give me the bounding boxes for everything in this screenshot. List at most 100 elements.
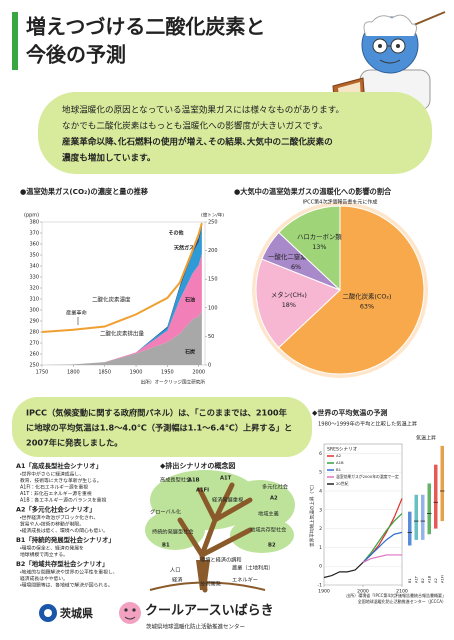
- legend-label: 温室効果ガスが2000年の濃度で一定: [336, 474, 399, 479]
- y2-tick-label: 0: [208, 363, 211, 369]
- diagram-title: ◆排出シナリオの概念図: [160, 461, 235, 470]
- diagram-label: A2: [270, 496, 278, 502]
- y-tick-label: 5: [319, 470, 322, 476]
- slice-value: 6%: [291, 263, 301, 271]
- slice-label: 二酸化炭素(CO₂): [342, 292, 391, 301]
- y2-tick-label: 50: [208, 334, 214, 340]
- y2-tick-label: 100: [208, 305, 218, 311]
- range-label: A2: [434, 578, 438, 583]
- slice-label: メタン(CH₄): [271, 290, 307, 299]
- temperature-line: [362, 554, 402, 563]
- title: 今後の予測: [26, 43, 126, 67]
- scenario-text: A1B：各エネルギー源のバランスを重視: [20, 497, 106, 504]
- chart-subtitle: 1980〜1999年の平均と比較した気温上昇: [318, 420, 417, 428]
- pref-name: 茨城県: [60, 606, 93, 620]
- range-label: A1T: [415, 575, 419, 583]
- slice-value: 18%: [282, 301, 296, 309]
- legend-label: B1: [336, 467, 342, 472]
- x-tick-label: 2100: [396, 589, 408, 595]
- diagram-label: グローバル化: [150, 508, 182, 516]
- legend-label: A1B: [336, 460, 344, 465]
- diagram-label: 経済: [172, 576, 183, 584]
- title-bar: [12, 12, 18, 70]
- series-label: 石油: [184, 297, 195, 304]
- intro-text: 産業革命以降､化石燃料の使用が増え､その結果､大気中の二酸化炭素の: [62, 136, 333, 148]
- x-tick-label: 1800: [67, 370, 80, 376]
- temperature-line: [362, 513, 403, 563]
- source: 出所）環境省「IPCC第4次評価報告書統合報告書概要」: [346, 592, 446, 598]
- diagram-label: A1T: [220, 476, 232, 482]
- diagram-label: A1FI: [196, 488, 209, 494]
- y-tick-label: 6: [319, 451, 322, 457]
- scenario-text: A1T：非化石エネルギー源を重視: [20, 490, 92, 497]
- legend-label: A2: [336, 453, 342, 458]
- y-tick-label: 260: [29, 352, 39, 358]
- x-tick-label: 1950: [161, 370, 174, 376]
- emission-area: [42, 310, 202, 365]
- y-tick-label: 320: [29, 286, 39, 292]
- x-tick-label: 1750: [36, 370, 49, 376]
- slice-value: 13%: [312, 243, 326, 251]
- pref-logo: [39, 604, 57, 622]
- y-tick-label: 360: [29, 242, 39, 248]
- diagram-label: 技術開発: [200, 580, 222, 588]
- diagram-label: 経済発展重視: [212, 496, 244, 504]
- y-tick-label: 270: [29, 341, 39, 347]
- range-bar: [427, 483, 431, 535]
- chart-title: ◆世界の平均気温の予測: [312, 408, 387, 417]
- scenario-title: A2「多元化社会シナリオ」: [16, 505, 96, 514]
- diagram-label: 地域主義: [258, 510, 279, 518]
- y-tick-label: 300: [29, 308, 39, 314]
- slice-label: 一酸化二窒素(N₂O): [268, 252, 324, 261]
- y2-tick-label: 150: [208, 277, 218, 283]
- emission-area: [42, 253, 202, 365]
- diagram-label: 人口: [170, 567, 180, 574]
- scenario-tree: [145, 470, 295, 593]
- x-tick-label: 1900: [130, 370, 143, 376]
- series-label: その他: [168, 230, 183, 237]
- range-bar: [414, 494, 418, 540]
- intro-text: 濃度も増加しています。: [62, 152, 155, 164]
- range-label: B2: [421, 578, 425, 583]
- range-label: A1FI: [441, 575, 445, 583]
- y-tick-label: 4: [319, 489, 322, 495]
- x-tick-label: 2000: [192, 370, 205, 376]
- slice-value: 63%: [360, 303, 374, 311]
- ipcc-text: に地球の平均気温は1.8〜4.0℃（予測幅は1.1〜6.4℃）上昇する」と: [26, 423, 292, 433]
- diagram-label: A1B: [188, 478, 200, 484]
- ipcc-text: 2007年に発表しました。: [26, 438, 122, 448]
- temperature-line: [362, 531, 403, 563]
- y-tick-label: -1: [317, 583, 322, 589]
- scenario-text: ・世界中がさらに経済成長し、: [20, 471, 84, 478]
- pie-slice: [278, 205, 341, 292]
- annotation: 産業革命: [66, 309, 88, 317]
- annotation: 二酸化炭素排出量: [100, 330, 145, 338]
- y-tick-label: 1: [319, 545, 322, 551]
- y-axis-label: 世界平均地上気温の上昇（℃）: [309, 482, 316, 547]
- y-tick-label: 370: [29, 231, 39, 237]
- range-label: B1: [408, 578, 412, 583]
- scenario-text: 経済成長はやや低い。: [20, 575, 68, 582]
- series-label: 天然ガス: [174, 245, 194, 252]
- y-tick-label: 3: [319, 507, 322, 513]
- chart-title: ●大気中の温室効果ガスの温暖化への影響の割合: [234, 187, 392, 196]
- intro-text: なかでも二酸化炭素はもっとも温暖化への影響度が大きいガスです。: [62, 120, 328, 132]
- scenario-text: A1FI：化石エネルギー源を重視: [20, 484, 88, 491]
- y-tick-label: 380: [29, 220, 39, 226]
- scenario-text: ・世界経済や政治がブロック化され、: [20, 514, 98, 521]
- scenario-text: ・地域的な問題解決や世界の公平性を重視し、: [20, 569, 118, 576]
- plot-area: [323, 443, 403, 586]
- x-tick-label: 1850: [98, 370, 111, 376]
- legend-title: SRESシナリオ: [327, 447, 358, 453]
- diagram-label: エネルギー: [232, 577, 258, 584]
- scenario-text: ・環境の保全と、経済の発展を: [20, 545, 84, 552]
- pie-slice: [255, 258, 341, 349]
- scenario-text: 貿易や人・技術の移動が制限。: [20, 521, 84, 528]
- chart-subtitle: IPCC第4次評価報告書を元に作成: [303, 199, 378, 206]
- x-tick-label: 2000: [357, 589, 369, 595]
- scenario-text: 教育、技術等に大きな革新が生じる。: [20, 477, 102, 484]
- y-tick-label: 310: [29, 297, 39, 303]
- y-tick-label: 340: [29, 264, 39, 270]
- source: 出所）オークリッジ国立研究所: [141, 379, 206, 386]
